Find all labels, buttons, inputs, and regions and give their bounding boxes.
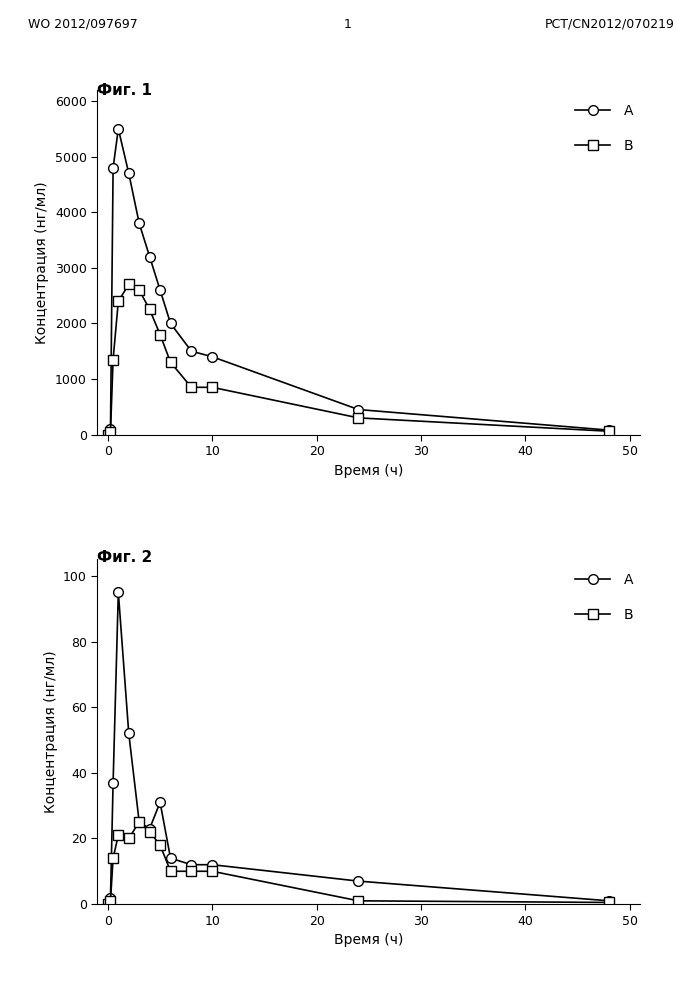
А xyxy=(187,346,196,358)
А xyxy=(104,429,112,441)
А xyxy=(208,351,216,363)
В xyxy=(104,898,112,910)
В xyxy=(135,284,143,296)
В xyxy=(125,279,133,291)
А xyxy=(104,898,112,910)
Line: А: А xyxy=(103,124,614,440)
А xyxy=(354,404,363,416)
В xyxy=(104,429,112,441)
А xyxy=(187,859,196,871)
Line: А: А xyxy=(103,587,614,909)
В xyxy=(187,382,196,394)
X-axis label: Время (ч): Время (ч) xyxy=(334,464,404,478)
В xyxy=(187,865,196,877)
В xyxy=(605,426,613,438)
В xyxy=(354,412,363,424)
Line: В: В xyxy=(103,280,614,440)
В xyxy=(145,304,154,316)
В xyxy=(208,865,216,877)
А xyxy=(114,123,122,135)
В xyxy=(605,896,613,908)
Legend: А, В: А, В xyxy=(575,573,633,622)
А xyxy=(106,891,115,903)
Y-axis label: Концентрация (нг/мл): Концентрация (нг/мл) xyxy=(35,181,49,344)
X-axis label: Время (ч): Время (ч) xyxy=(334,933,404,947)
В xyxy=(106,895,115,907)
В xyxy=(106,426,115,438)
А xyxy=(125,727,133,739)
А xyxy=(109,162,117,174)
А xyxy=(354,875,363,887)
А xyxy=(145,822,154,834)
А xyxy=(145,251,154,263)
Line: В: В xyxy=(103,817,614,909)
В xyxy=(114,829,122,841)
В xyxy=(114,295,122,307)
А xyxy=(135,218,143,230)
Y-axis label: Концентрация (нг/мл): Концентрация (нг/мл) xyxy=(44,650,58,813)
Text: Фиг. 2: Фиг. 2 xyxy=(97,550,152,565)
А xyxy=(106,423,115,435)
А xyxy=(166,852,175,864)
А xyxy=(605,895,613,907)
В xyxy=(109,852,117,864)
А xyxy=(109,776,117,788)
Text: WO 2012/097697: WO 2012/097697 xyxy=(28,18,138,31)
А xyxy=(208,859,216,871)
В xyxy=(208,382,216,394)
В xyxy=(145,826,154,838)
А xyxy=(156,796,164,808)
В xyxy=(166,865,175,877)
Text: Фиг. 1: Фиг. 1 xyxy=(97,83,152,98)
А xyxy=(156,284,164,296)
А xyxy=(114,586,122,598)
В xyxy=(156,329,164,341)
В xyxy=(156,839,164,851)
Text: PCT/CN2012/070219: PCT/CN2012/070219 xyxy=(545,18,675,31)
А xyxy=(135,816,143,828)
А xyxy=(125,167,133,179)
В xyxy=(166,357,175,369)
Legend: А, В: А, В xyxy=(575,104,633,153)
А xyxy=(605,425,613,437)
В xyxy=(125,832,133,844)
В xyxy=(135,816,143,828)
В xyxy=(354,895,363,907)
В xyxy=(109,354,117,366)
Text: 1: 1 xyxy=(344,18,352,31)
А xyxy=(166,318,175,330)
